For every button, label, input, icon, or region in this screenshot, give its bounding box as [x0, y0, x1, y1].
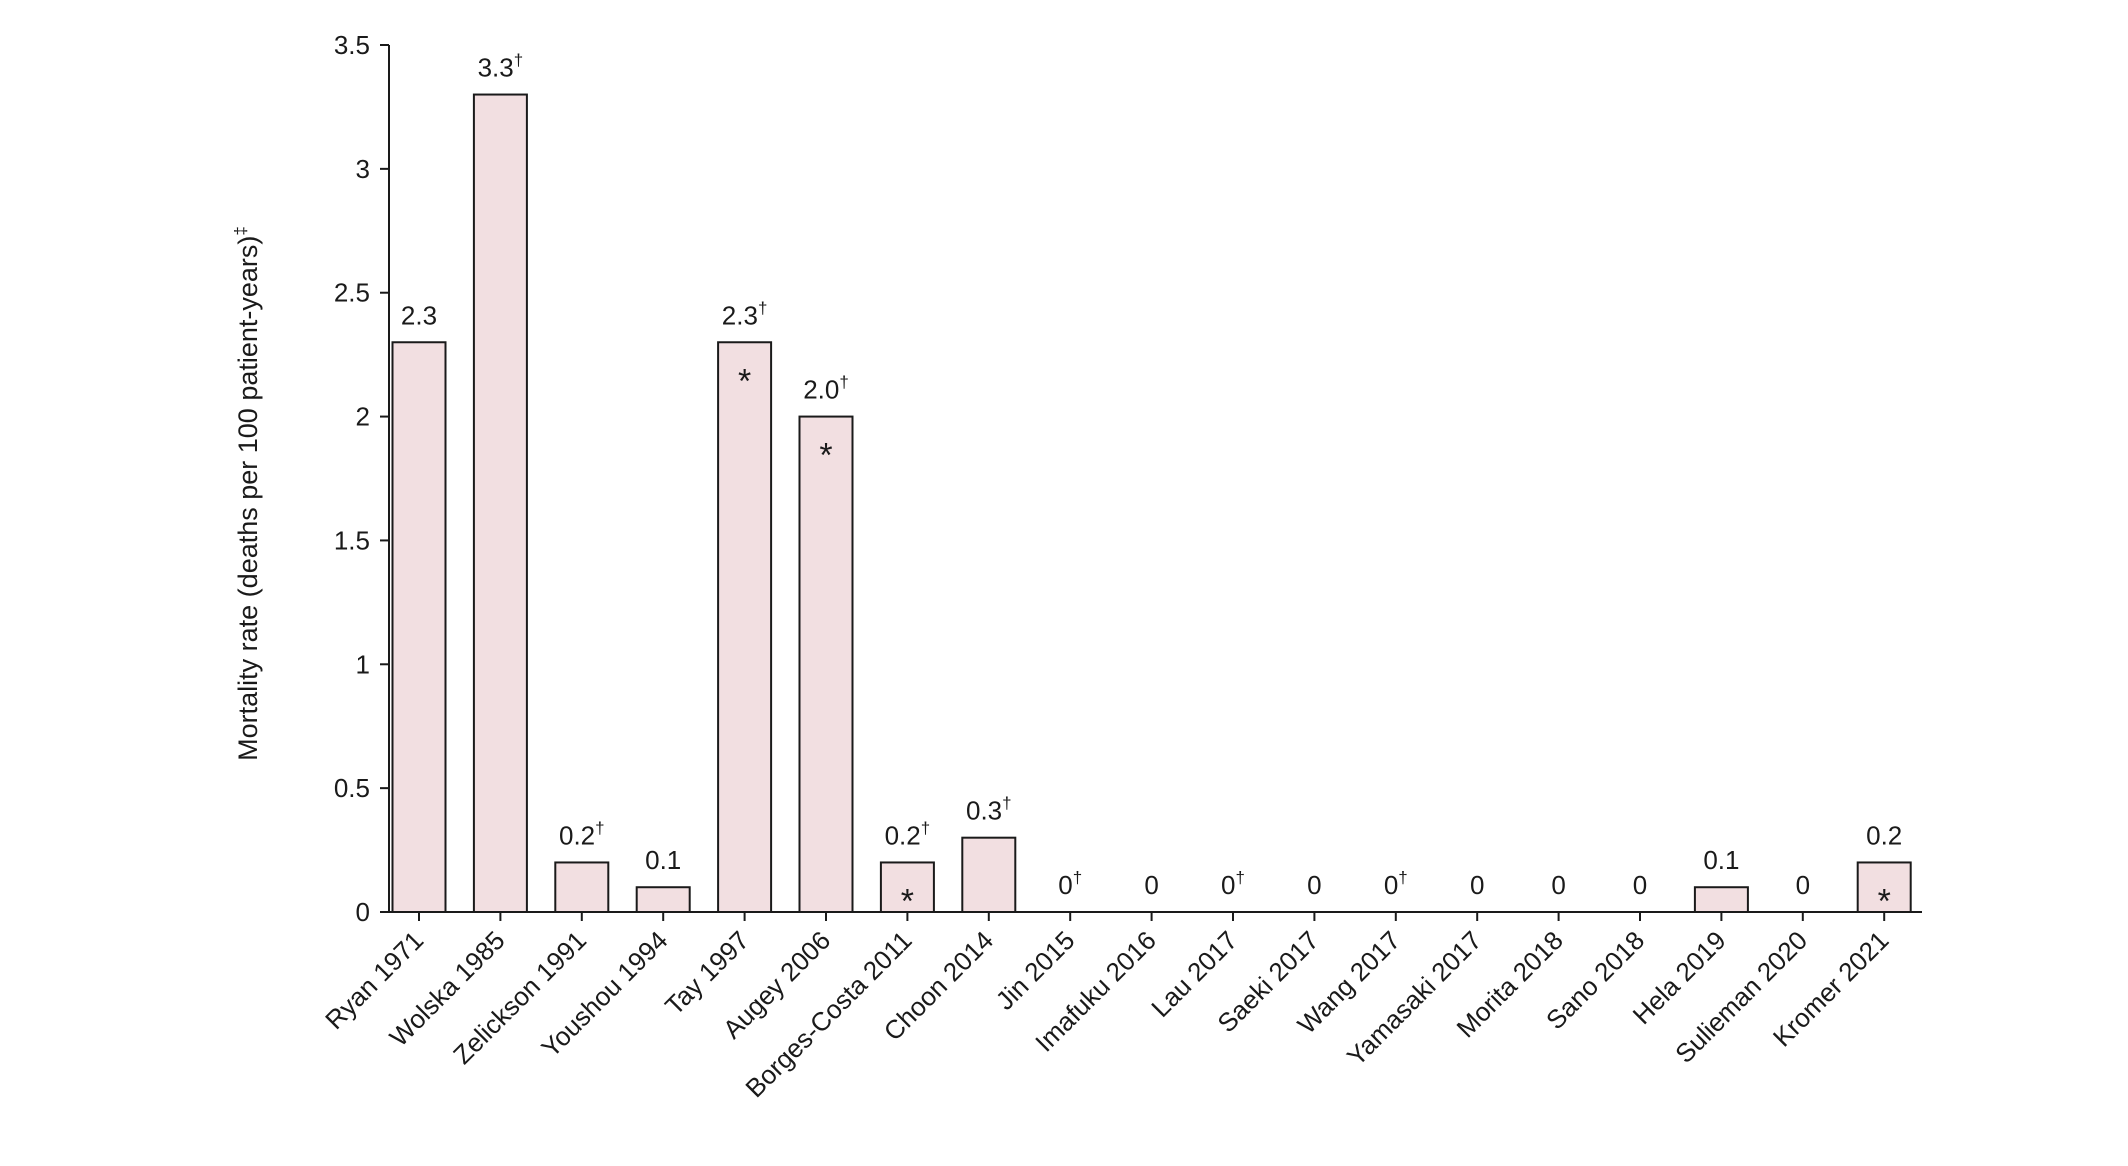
y-axis-ticks: 0 0.5 1 1.5 2 2.5 3 3.5 [334, 30, 389, 927]
bar-data-label: 0 [1144, 870, 1158, 900]
bar [554, 861, 610, 914]
bar-data-label: 2.3† [722, 298, 768, 330]
bar-data-label: 2.3 [401, 300, 437, 330]
y-axis-label-text: Mortality rate (deaths per 100 patient-y… [233, 236, 263, 761]
bar-data-label: 0 [1307, 870, 1321, 900]
y-tick-label: 1 [356, 649, 370, 679]
bar-data-label: 0.1 [645, 845, 681, 875]
bar-data-label: 0† [1384, 868, 1408, 900]
bar [635, 886, 691, 914]
y-tick-label: 2.5 [334, 278, 370, 308]
y-axis-label: Mortality rate (deaths per 100 patient-y… [231, 226, 263, 761]
bar-asterisk-marker: * [738, 362, 751, 400]
bar-data-label: 0† [1221, 868, 1245, 900]
bar-data-label: 0 [1633, 870, 1647, 900]
y-axis-label-superscript: ‡ [231, 226, 250, 235]
bar [879, 861, 935, 914]
bar [1856, 861, 1912, 914]
bar-data-label: 0.2† [885, 818, 931, 850]
bar-data-label: 0 [1470, 870, 1484, 900]
bar-data-label: 0 [1551, 870, 1565, 900]
bar-data-label: 0.2† [559, 818, 605, 850]
bar [472, 93, 528, 914]
y-tick-label: 1.5 [334, 525, 370, 555]
bar [391, 341, 447, 913]
bar-asterisk-marker: * [901, 882, 914, 920]
bar [798, 415, 854, 913]
bar [961, 836, 1017, 914]
bar-data-label: 0.1 [1703, 845, 1739, 875]
bar-asterisk-marker: * [819, 437, 832, 475]
bar-data-label: 2.0† [803, 373, 849, 405]
y-tick-label: 2 [356, 402, 370, 432]
bar-data-labels: 2.3 3.3† 0.2† 0.1 2.3† * 2.0† * 0.2† * 0.3† 0† 0 0† 0 0… [401, 51, 1902, 921]
bars [391, 93, 1912, 914]
axes [388, 45, 1922, 913]
y-tick-label: 3.5 [334, 30, 370, 60]
y-tick-label: 0.5 [334, 773, 370, 803]
bar-asterisk-marker: * [1878, 882, 1891, 920]
bar-data-label: 0.3† [966, 794, 1012, 826]
bar [717, 341, 773, 913]
y-tick-label: 0 [356, 897, 370, 927]
bar [1693, 886, 1749, 914]
bar-data-label: 3.3† [478, 51, 524, 83]
y-tick-label: 3 [356, 154, 370, 184]
bar-data-label: 0† [1058, 868, 1082, 900]
bar-data-label: 0 [1796, 870, 1810, 900]
bar-data-label: 0.2 [1866, 820, 1902, 850]
